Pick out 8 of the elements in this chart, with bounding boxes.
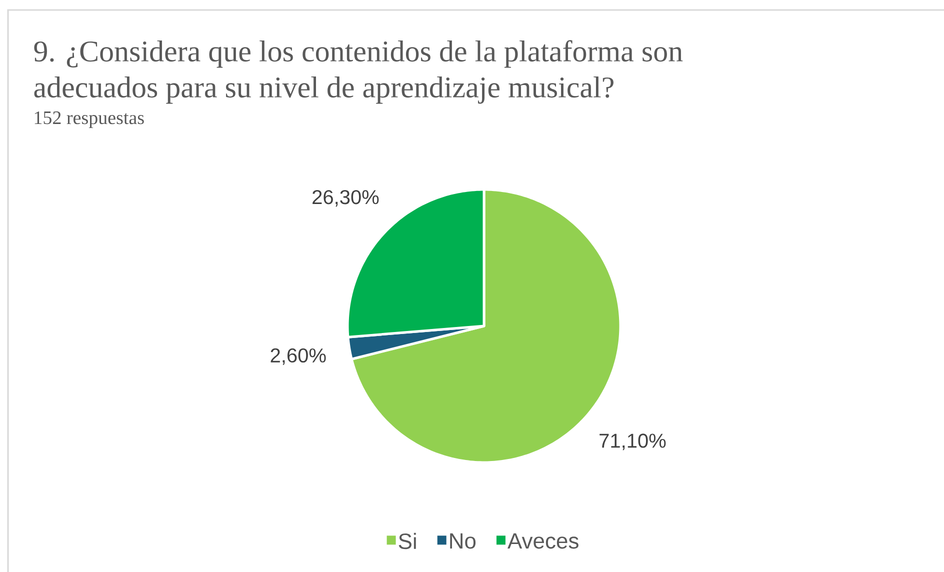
- chart-title: 9. ¿Considera que los contenidos de la plataforma son adecuados para su nivel de aprendizaje musical?: [34, 40, 683, 104]
- legend-label: Si: [398, 532, 416, 550]
- legend-label: Aveces: [508, 533, 578, 549]
- text: 152 respuestas: [34, 111, 144, 128]
- data-label: 26,30%: [312, 190, 379, 207]
- legend-label: No: [450, 533, 476, 549]
- data-label: 71,10%: [600, 434, 666, 450]
- data-label: 2,60%: [270, 348, 326, 365]
